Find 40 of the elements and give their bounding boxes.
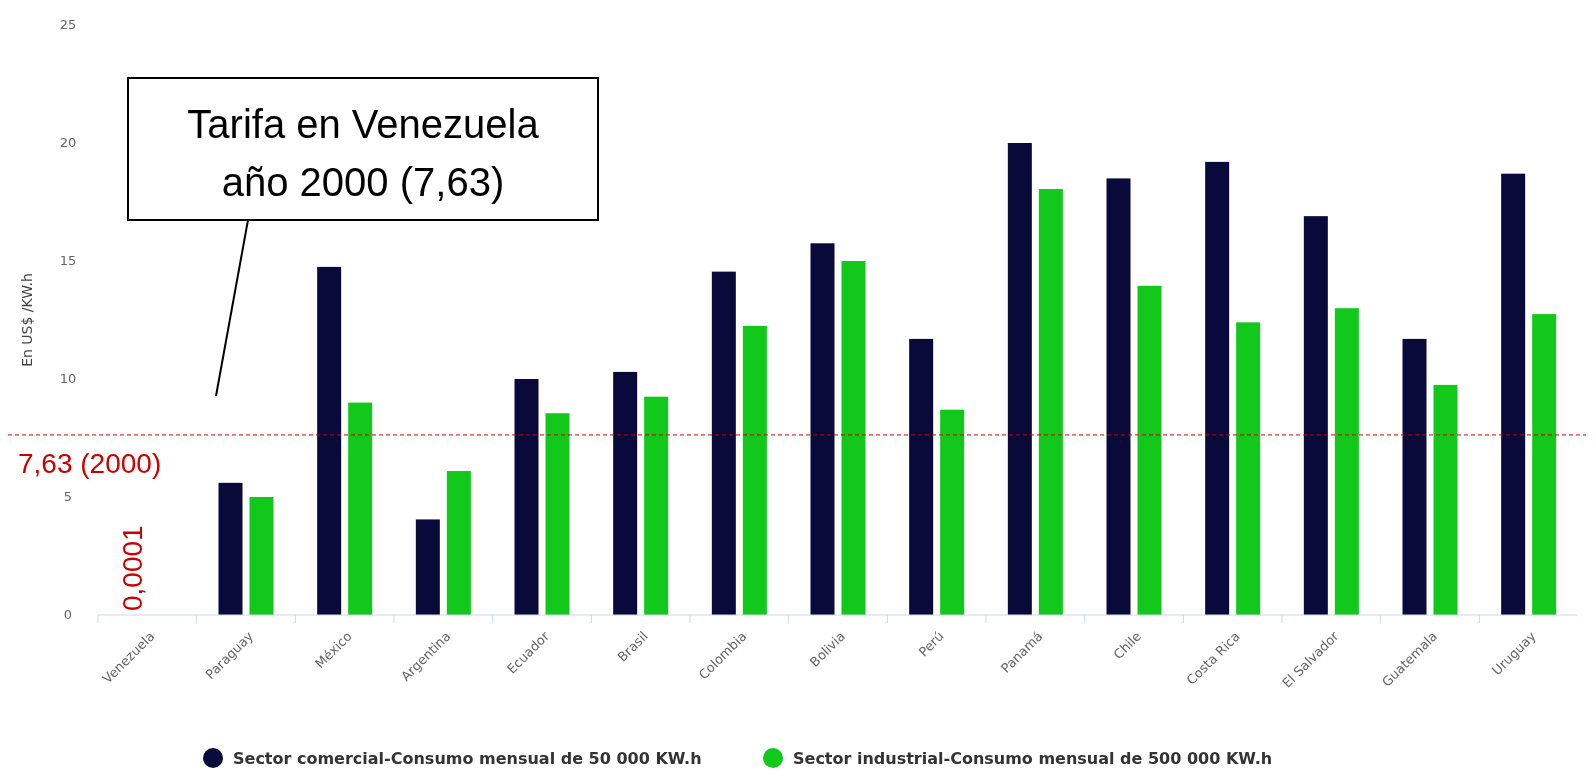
bar	[1433, 384, 1458, 615]
bar	[317, 266, 342, 615]
y-axis-title: En US$ /KW.h	[19, 273, 35, 367]
bar	[1303, 216, 1328, 615]
legend-label: Sector comercial-Consumo mensual de 50 000 KW.h	[233, 749, 702, 768]
bar	[348, 402, 373, 615]
y-tick-label: 10	[59, 371, 77, 386]
bar	[1007, 143, 1032, 615]
bar	[644, 396, 669, 615]
bar	[1532, 314, 1557, 615]
bar	[909, 338, 934, 615]
ref-line-label: 7,63 (2000)	[18, 447, 162, 479]
bar	[545, 413, 570, 615]
y-tick-label: 5	[63, 489, 73, 504]
y-tick-label: 20	[59, 135, 77, 150]
legend-label: Sector industrial-Consumo mensual de 500 000 KW.h	[793, 749, 1273, 768]
bar	[742, 325, 767, 615]
bar	[1038, 189, 1063, 615]
bar	[249, 497, 274, 615]
bar	[1334, 308, 1359, 615]
bar	[1205, 161, 1230, 615]
bar	[446, 471, 471, 615]
bar	[1106, 178, 1131, 615]
bar	[1501, 173, 1526, 615]
bar	[1402, 338, 1427, 615]
y-tick-label: 0	[63, 607, 73, 622]
bar	[841, 261, 866, 615]
bar	[218, 482, 243, 615]
bar	[514, 379, 539, 615]
y-tick-label: 25	[59, 17, 77, 32]
data-label: 0,0001	[116, 525, 148, 611]
bar	[1236, 322, 1261, 615]
y-tick-label: 15	[59, 253, 77, 268]
bar	[810, 243, 835, 615]
bar	[711, 271, 736, 615]
annotation: Tarifa en Venezuela año 2000 (7,63)	[187, 102, 540, 204]
bar	[613, 371, 638, 615]
bar	[940, 409, 965, 615]
bar	[1137, 285, 1162, 615]
bar	[415, 519, 440, 615]
